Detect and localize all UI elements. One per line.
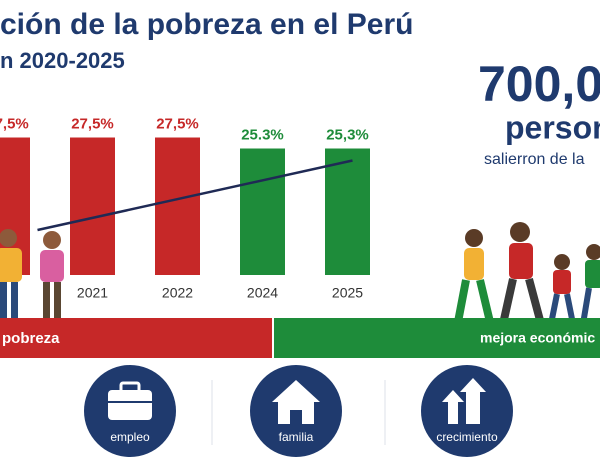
callout-number: 700,0 xyxy=(478,56,600,112)
bar xyxy=(70,137,115,275)
icon-label: crecimiento xyxy=(436,430,498,444)
value-label: 25,3% xyxy=(326,126,369,143)
people-right xyxy=(454,222,600,326)
icon-familia xyxy=(250,365,342,457)
icon-crecimiento xyxy=(421,365,513,457)
bar xyxy=(325,148,370,275)
value-label: 25.3% xyxy=(241,126,284,143)
improvement-band xyxy=(274,318,600,358)
chart-title: ción de la pobreza en el Perú xyxy=(0,8,413,41)
x-tick-label: 2022 xyxy=(162,285,193,301)
icon-label: familia xyxy=(279,430,314,444)
icon-empleo xyxy=(84,365,176,457)
value-label: 27,5% xyxy=(156,115,199,132)
people-left xyxy=(0,229,64,324)
callout-unit: person xyxy=(505,109,600,145)
callout-text: salierron de la xyxy=(484,151,585,168)
chart-subtitle: n 2020-2025 xyxy=(0,48,125,73)
x-tick-label: 2025 xyxy=(332,285,363,301)
trend-line xyxy=(37,159,353,232)
bar-chart: 27,5% 27,5% 2021 27,5% 2022 25.3% 2024 25,3% 202… xyxy=(0,115,370,301)
x-tick-label: 2024 xyxy=(247,285,278,301)
x-tick-label: 2021 xyxy=(77,285,108,301)
value-label: 27,5% xyxy=(0,115,29,132)
bar xyxy=(155,137,200,275)
icon-label: empleo xyxy=(110,430,150,444)
poverty-band xyxy=(0,318,272,358)
bar xyxy=(240,148,285,275)
band-label: pobreza xyxy=(2,330,60,347)
value-label: 27,5% xyxy=(71,115,114,132)
band-label: mejora económic xyxy=(480,330,595,346)
